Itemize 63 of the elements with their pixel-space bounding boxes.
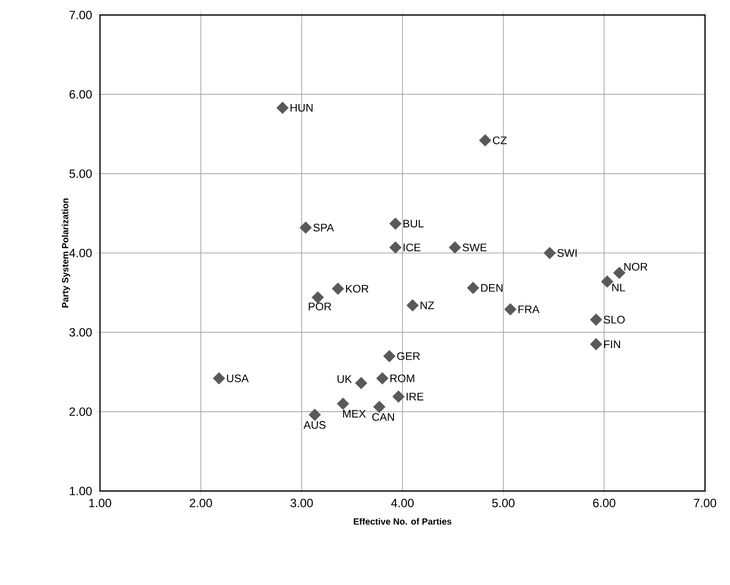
point xyxy=(389,218,402,230)
point xyxy=(504,303,517,316)
annotation: ROM xyxy=(390,374,414,382)
point xyxy=(448,241,462,254)
annotation: DEN xyxy=(481,284,503,292)
annotation: KOR xyxy=(346,284,368,293)
point xyxy=(389,241,402,254)
x-tick-label: 2.00 xyxy=(190,498,212,508)
x-tick-label: 6.00 xyxy=(593,498,616,508)
point xyxy=(601,275,614,288)
x-axis-title: Effective No. of Parties xyxy=(354,518,452,525)
annotation: NOR xyxy=(624,262,648,271)
y-tick-label: 5.00 xyxy=(69,169,92,178)
annotation: FIN xyxy=(604,340,620,348)
annotation: AUS xyxy=(304,421,326,429)
annotation: SLO xyxy=(604,316,625,324)
point xyxy=(383,350,396,362)
annotation: HUN xyxy=(290,104,313,112)
point xyxy=(300,221,312,234)
x-tick-label: 1.00 xyxy=(89,498,112,508)
x-tick-label: 4.00 xyxy=(391,498,414,508)
y-tick-label: 7.00 xyxy=(70,10,92,20)
point xyxy=(479,134,492,146)
annotation: ICE xyxy=(404,244,420,252)
annotation: IRE xyxy=(406,392,424,400)
annotation: NZ xyxy=(420,302,434,310)
y-tick-label: 1.00 xyxy=(70,486,92,496)
annotation: CAN xyxy=(372,413,394,421)
point xyxy=(406,299,419,312)
x-tick-label: 5.00 xyxy=(492,498,515,508)
y-tick-label: 3.00 xyxy=(69,328,92,337)
annotation: FRA xyxy=(518,306,540,314)
point xyxy=(590,314,602,326)
annotation: SWE xyxy=(462,244,487,252)
x-tick-label: 3.00 xyxy=(290,498,313,508)
y-axis-title: Party System Polarization xyxy=(62,198,70,308)
point xyxy=(544,246,556,260)
point xyxy=(332,282,344,295)
point xyxy=(392,390,405,403)
y-tick-label: 2.00 xyxy=(70,407,92,416)
annotation: SWI xyxy=(557,249,577,257)
annotation: POR xyxy=(308,302,332,310)
y-tick-label: 6.00 xyxy=(70,90,92,99)
point xyxy=(276,102,289,114)
point xyxy=(613,266,626,279)
annotation: NL xyxy=(612,284,626,292)
annotation: MEX xyxy=(343,410,366,418)
point xyxy=(590,338,602,350)
annotation: GER xyxy=(397,352,420,360)
point xyxy=(376,372,388,384)
point xyxy=(308,408,321,421)
point xyxy=(466,282,480,294)
annotation: UK xyxy=(338,375,352,383)
x-tick-label: 7.00 xyxy=(694,498,716,508)
annotation: USA xyxy=(227,374,249,382)
annotation: CZ xyxy=(492,136,507,144)
point xyxy=(336,398,350,410)
point xyxy=(355,376,368,390)
annotation: BUL xyxy=(404,220,424,228)
annotation: SPA xyxy=(313,224,334,232)
point xyxy=(373,400,386,414)
y-tick-label: 4.00 xyxy=(69,248,92,258)
point xyxy=(212,372,226,384)
